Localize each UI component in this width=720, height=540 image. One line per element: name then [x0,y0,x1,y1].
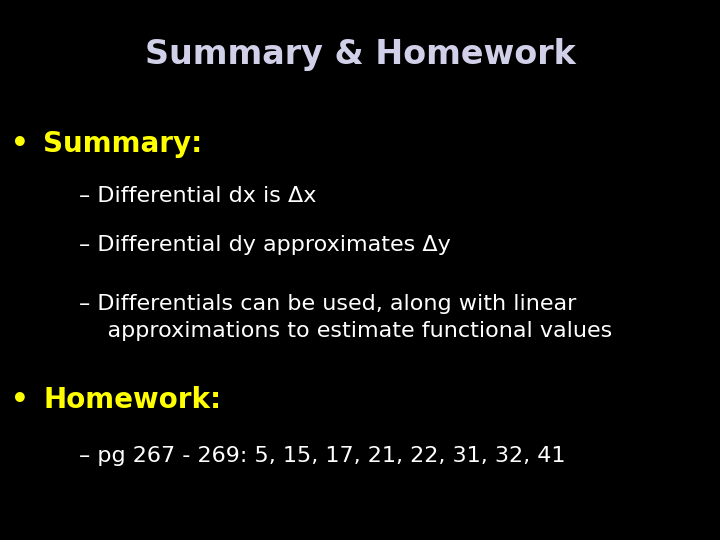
Text: – pg 267 - 269: 5, 15, 17, 21, 22, 31, 32, 41: – pg 267 - 269: 5, 15, 17, 21, 22, 31, 3… [79,446,566,465]
Text: – Differential dx is Δx: – Differential dx is Δx [79,186,317,206]
Text: – Differentials can be used, along with linear
    approximations to estimate fu: – Differentials can be used, along with … [79,294,613,341]
Text: – Differential dy approximates Δy: – Differential dy approximates Δy [79,235,451,255]
Text: Homework:: Homework: [43,386,221,414]
Text: •: • [11,130,29,158]
Text: •: • [11,386,29,414]
Text: Summary:: Summary: [43,130,202,158]
Text: Summary & Homework: Summary & Homework [145,38,575,71]
